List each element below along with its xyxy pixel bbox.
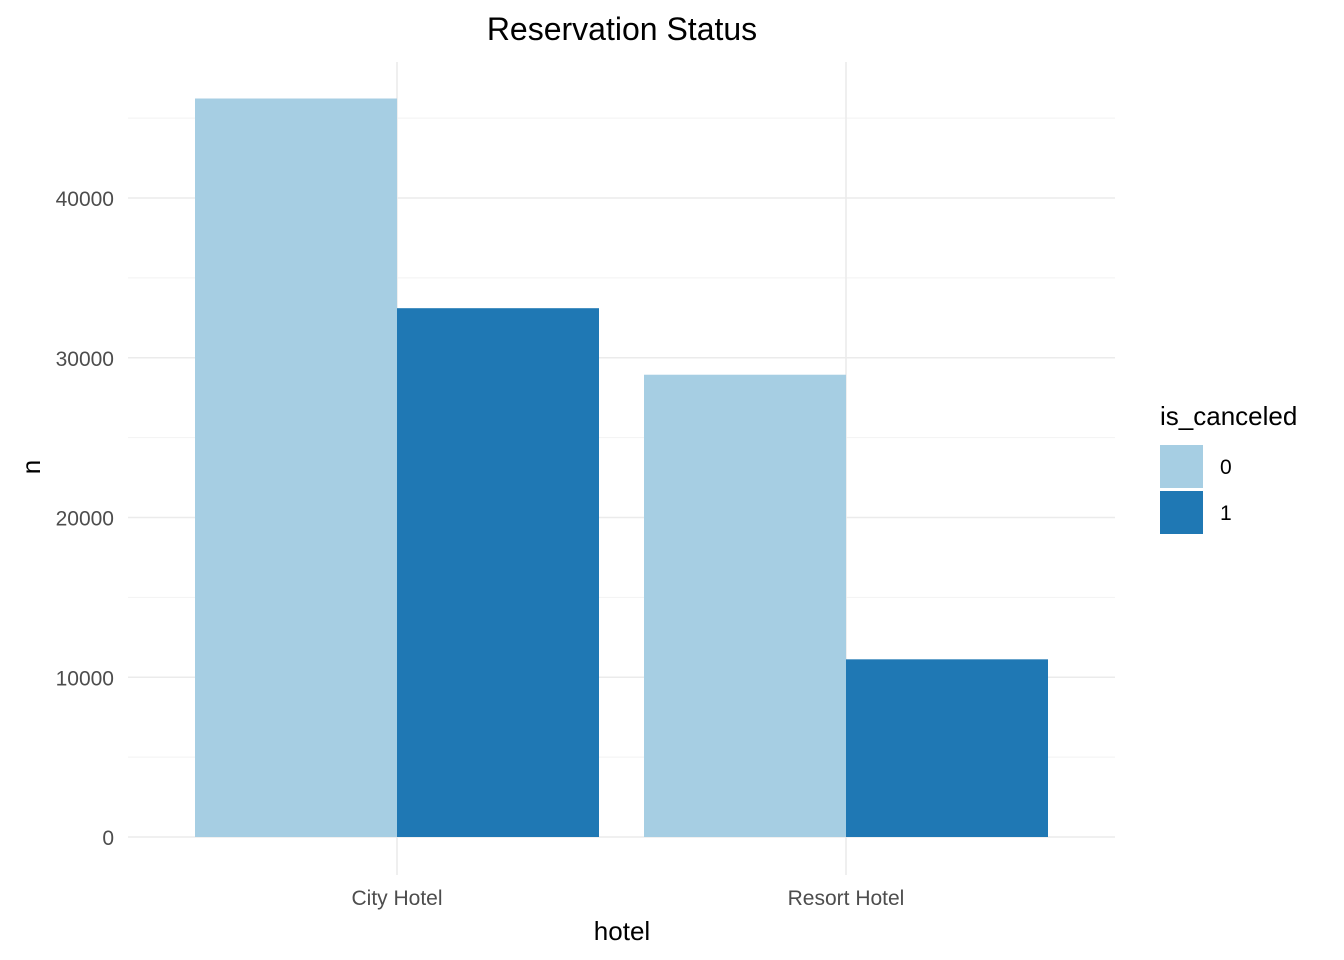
bars — [195, 98, 1048, 838]
legend-label: 1 — [1220, 502, 1232, 525]
y-tick-label: 30000 — [56, 348, 114, 371]
bar-resort-hotel-0 — [644, 374, 846, 837]
chart-title: Reservation Status — [487, 11, 757, 47]
legend: is_canceled 01 — [1160, 401, 1297, 534]
legend-title: is_canceled — [1160, 401, 1297, 431]
legend-item: 1 — [1160, 491, 1232, 534]
x-axis-ticks: City Hotel Resort Hotel — [351, 887, 904, 910]
y-tick-label: 0 — [102, 827, 114, 850]
legend-item: 0 — [1160, 445, 1232, 488]
legend-key — [1160, 445, 1203, 488]
y-tick-label: 20000 — [56, 508, 114, 531]
y-tick-label: 40000 — [56, 188, 114, 211]
legend-key — [1160, 491, 1203, 534]
y-axis-title: n — [16, 460, 46, 474]
legend-items: 01 — [1160, 445, 1232, 534]
x-tick-label: Resort Hotel — [788, 887, 905, 910]
bar-resort-hotel-1 — [846, 659, 1048, 837]
x-tick-label: City Hotel — [351, 887, 442, 910]
legend-label: 0 — [1220, 456, 1232, 479]
x-axis-title: hotel — [594, 916, 650, 946]
bar-city-hotel-1 — [397, 308, 599, 837]
bar-city-hotel-0 — [195, 98, 397, 838]
y-tick-label: 10000 — [56, 667, 114, 690]
y-axis-ticks: 0 10000 20000 30000 40000 — [56, 188, 114, 850]
